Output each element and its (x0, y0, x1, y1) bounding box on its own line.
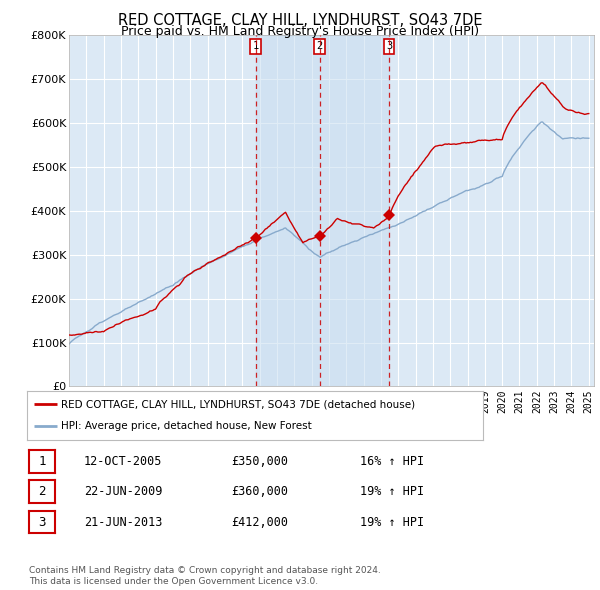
Text: HPI: Average price, detached house, New Forest: HPI: Average price, detached house, New … (61, 421, 312, 431)
Bar (256, 35, 389, 386)
Text: £360,000: £360,000 (231, 485, 288, 498)
Text: RED COTTAGE, CLAY HILL, LYNDHURST, SO43 7DE: RED COTTAGE, CLAY HILL, LYNDHURST, SO43 … (118, 13, 482, 28)
Text: RED COTTAGE, CLAY HILL, LYNDHURST, SO43 7DE (detached house): RED COTTAGE, CLAY HILL, LYNDHURST, SO43 … (61, 399, 415, 409)
Text: 12-OCT-2005: 12-OCT-2005 (84, 455, 163, 468)
Text: 3: 3 (38, 516, 46, 529)
Text: 19% ↑ HPI: 19% ↑ HPI (360, 485, 424, 498)
Text: 22-JUN-2009: 22-JUN-2009 (84, 485, 163, 498)
Text: 2: 2 (38, 485, 46, 498)
Text: £412,000: £412,000 (231, 516, 288, 529)
Text: 2: 2 (317, 41, 323, 51)
Text: 16% ↑ HPI: 16% ↑ HPI (360, 455, 424, 468)
Text: Price paid vs. HM Land Registry's House Price Index (HPI): Price paid vs. HM Land Registry's House … (121, 25, 479, 38)
Text: 21-JUN-2013: 21-JUN-2013 (84, 516, 163, 529)
Text: 19% ↑ HPI: 19% ↑ HPI (360, 516, 424, 529)
Text: 1: 1 (253, 41, 259, 51)
Text: 3: 3 (386, 41, 392, 51)
Text: 1: 1 (38, 455, 46, 468)
Text: Contains HM Land Registry data © Crown copyright and database right 2024.
This d: Contains HM Land Registry data © Crown c… (29, 566, 380, 586)
Text: £350,000: £350,000 (231, 455, 288, 468)
